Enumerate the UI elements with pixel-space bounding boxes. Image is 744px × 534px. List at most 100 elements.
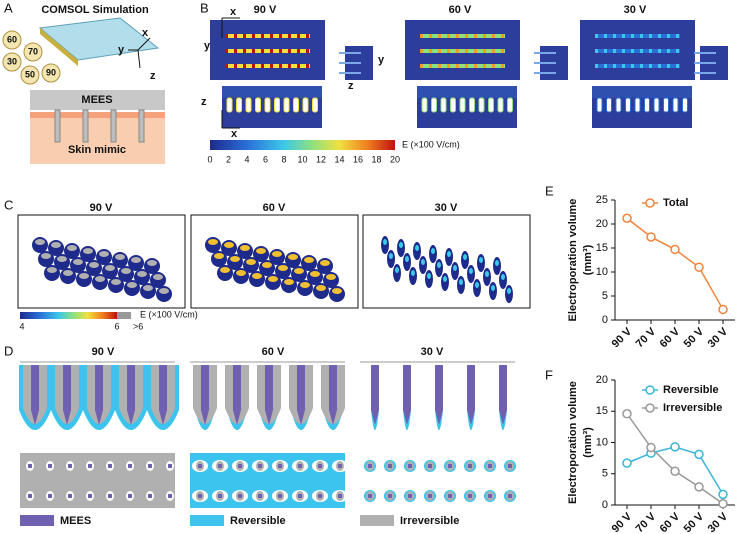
mees-dot (48, 464, 52, 468)
field-hot (310, 271, 320, 277)
field-spot (447, 34, 450, 38)
colorbar-over (117, 312, 131, 319)
field-hot (143, 285, 153, 291)
field-spot (474, 34, 477, 38)
field-hot (479, 257, 483, 263)
y-tick-label: 10 (596, 266, 608, 278)
field-row (595, 34, 680, 38)
mees-needle (499, 365, 507, 425)
legend-label: Irreversible (400, 515, 459, 527)
panel-title: 30 V (435, 202, 458, 214)
needle-tip (644, 97, 650, 113)
series-line (626, 413, 724, 505)
needle-side (694, 62, 716, 64)
field-hot (453, 265, 457, 271)
field-spot (474, 64, 477, 68)
voltage-badge (2, 52, 22, 72)
field-hot (463, 254, 467, 260)
needle-tip (625, 97, 631, 113)
data-point (622, 409, 632, 419)
needle-side (339, 62, 361, 64)
field-hot (411, 270, 415, 276)
panel-title: 30 V (421, 346, 444, 358)
colorbar-tick: 6 (263, 154, 268, 164)
field-row (420, 34, 505, 38)
voltage-badge (41, 63, 61, 83)
field-spot (492, 49, 495, 53)
field-spot (279, 49, 282, 53)
panel-title: COMSOL Simulation (41, 4, 149, 16)
field-spot (288, 49, 291, 53)
needle-tip (421, 97, 428, 113)
mees-dot (318, 494, 322, 498)
field-hot (415, 245, 419, 251)
voltage-label: 30 (7, 56, 17, 66)
field-hot (405, 256, 409, 262)
field-spot (261, 34, 264, 38)
field-spot (429, 34, 432, 38)
device (38, 17, 160, 61)
needle-tip (682, 97, 688, 113)
needle-tip (293, 97, 299, 113)
colorbar-tick: 10 (297, 154, 307, 164)
data-point (622, 213, 632, 223)
voltage-badge (23, 42, 43, 62)
panel-title: 90 V (92, 346, 115, 358)
mees-needle (371, 365, 379, 425)
x-tick-label: 60 V (658, 510, 683, 534)
field-hot (268, 276, 278, 282)
field-hot (73, 259, 83, 265)
mees-dot (428, 464, 432, 468)
mees-dot (408, 464, 412, 468)
y-axis-label: Electroporation volume (567, 199, 579, 322)
field-spot (595, 64, 598, 68)
mees-dot (408, 494, 412, 498)
axis-label: x (230, 6, 237, 18)
colorbar-label: E (×100 V/cm) (402, 139, 460, 149)
field-hot (284, 279, 294, 285)
mees-needle (435, 365, 443, 425)
mees-needle (31, 365, 39, 425)
mees-dot (28, 494, 32, 498)
mees-needle (265, 365, 273, 425)
field-spot (622, 49, 625, 53)
field-hot (294, 268, 304, 274)
panel-title: 60 V (263, 202, 286, 214)
field-spot (456, 34, 459, 38)
data-point (694, 449, 704, 460)
field-spot (676, 64, 679, 68)
field-hot (89, 262, 99, 268)
field-hot (431, 248, 435, 254)
field-spot (622, 34, 625, 38)
x-tick-label: 60 V (658, 325, 683, 350)
field-spot (613, 34, 616, 38)
field-hot (300, 282, 310, 288)
field-hot (79, 273, 89, 279)
y-axis-label: Electroporation volume (567, 381, 579, 504)
field-spot (243, 64, 246, 68)
field-hot (214, 253, 224, 259)
axis-arrows (221, 17, 240, 129)
field-hot (507, 288, 511, 294)
field-spot (604, 34, 607, 38)
mees-dot (258, 464, 262, 468)
field-hot (153, 274, 163, 280)
colorbar-tick: 8 (281, 154, 286, 164)
mees-dot (338, 464, 342, 468)
field-hot (159, 288, 169, 294)
x-tick-label: 50 V (682, 510, 707, 534)
mees-needle (329, 365, 337, 425)
field-hot (240, 245, 250, 251)
field-hot (304, 257, 314, 263)
field-spot (676, 49, 679, 53)
mees-dot (148, 464, 152, 468)
field-hot (115, 254, 125, 260)
field-hot (224, 242, 234, 248)
field-hot (383, 239, 387, 245)
mees-needle (201, 365, 209, 425)
axis-label: y (378, 54, 385, 66)
data-point (718, 304, 728, 315)
field-hot (41, 253, 51, 259)
data-point (646, 442, 656, 453)
